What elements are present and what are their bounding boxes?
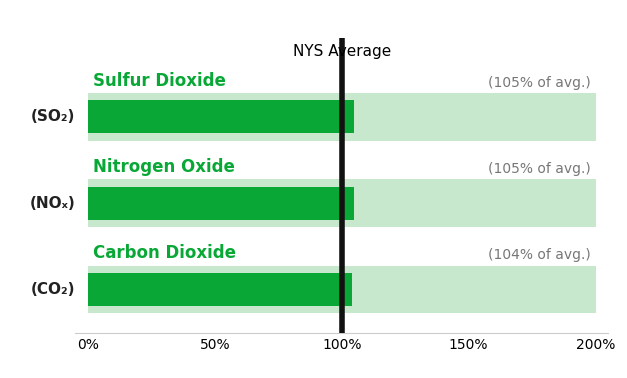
Text: NYS Average: NYS Average: [293, 44, 391, 59]
Text: (105% of avg.): (105% of avg.): [488, 162, 591, 176]
Text: (NOₓ): (NOₓ): [29, 196, 75, 211]
Bar: [88, 93, 596, 141]
Text: (CO₂): (CO₂): [31, 282, 75, 297]
Text: Nitrogen Oxide: Nitrogen Oxide: [93, 158, 235, 176]
Text: Carbon Dioxide: Carbon Dioxide: [93, 244, 236, 262]
Text: (105% of avg.): (105% of avg.): [488, 76, 591, 90]
Text: (104% of avg.): (104% of avg.): [488, 248, 591, 262]
Text: (SO₂): (SO₂): [31, 109, 75, 124]
Bar: [88, 266, 596, 313]
Text: Sulfur Dioxide: Sulfur Dioxide: [93, 71, 226, 90]
Bar: [88, 187, 354, 220]
Bar: [88, 180, 596, 227]
Bar: [88, 273, 352, 306]
Bar: [88, 101, 354, 133]
